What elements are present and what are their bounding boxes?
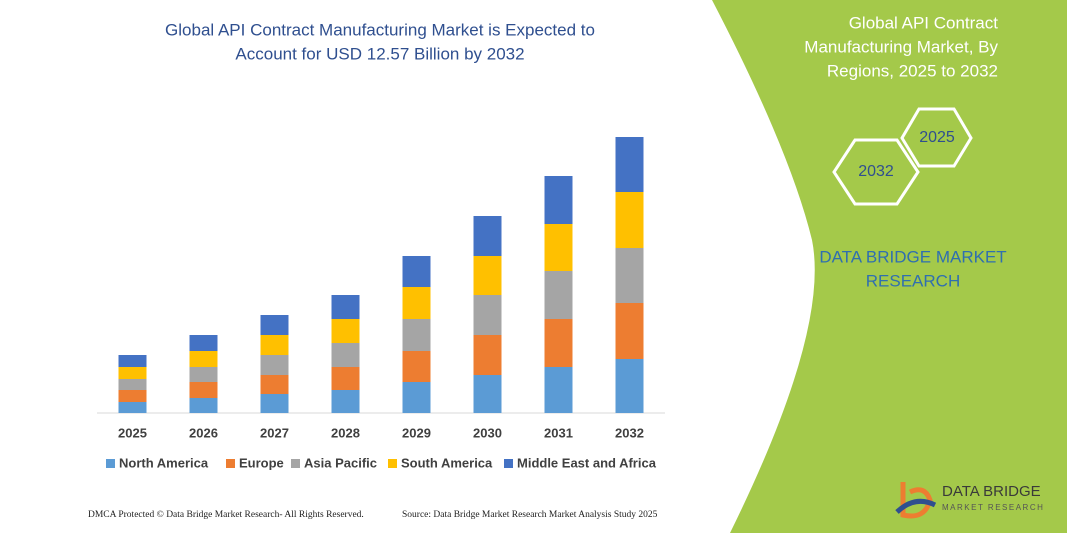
bar-segment xyxy=(331,367,360,390)
bar-segment xyxy=(189,335,218,351)
legend-swatch xyxy=(291,459,300,468)
bar-segment xyxy=(402,256,431,287)
bar-segment xyxy=(544,319,573,367)
legend-swatch xyxy=(106,459,115,468)
bar-segment xyxy=(189,382,218,398)
bar-segment xyxy=(331,343,360,367)
bar-segment xyxy=(473,335,502,375)
legend-swatch xyxy=(504,459,513,468)
bar-segment xyxy=(544,271,573,319)
hexagon xyxy=(900,107,973,168)
logo-name: DATA BRIDGE xyxy=(942,483,1041,500)
hexagon-label: 2025 xyxy=(919,129,955,146)
bar-segment xyxy=(118,379,147,390)
x-tick-label: 2026 xyxy=(189,425,218,440)
bar-segment xyxy=(260,394,289,413)
bar-segment xyxy=(118,367,147,379)
hexagon-label: 2032 xyxy=(858,163,894,180)
legend-label: North America xyxy=(119,455,209,470)
bar-segment xyxy=(544,224,573,271)
bar-segment xyxy=(118,355,147,367)
bar-segment xyxy=(615,248,644,303)
hexagon xyxy=(832,138,920,206)
bar-segment xyxy=(402,382,431,413)
legend-label: Asia Pacific xyxy=(304,455,377,470)
side-brand: DATA BRIDGE MARKET xyxy=(819,247,1006,266)
bar-segment xyxy=(260,335,289,355)
logo-mark xyxy=(900,482,933,519)
bar-segment xyxy=(331,319,360,343)
chart-title: Account for USD 12.57 Billion by 2032 xyxy=(235,44,524,63)
bar-segment xyxy=(473,375,502,413)
legend-label: Middle East and Africa xyxy=(517,455,657,470)
bar-segment xyxy=(402,287,431,319)
x-tick-label: 2030 xyxy=(473,425,502,440)
bar-segment xyxy=(473,256,502,295)
footer-right: Source: Data Bridge Market Research Mark… xyxy=(402,510,658,520)
footer-left: DMCA Protected © Data Bridge Market Rese… xyxy=(88,509,364,520)
bar-segment xyxy=(473,295,502,335)
bar-segment xyxy=(331,390,360,413)
bar-segment xyxy=(615,192,644,248)
logo-mark xyxy=(895,498,937,514)
legend-swatch xyxy=(226,459,235,468)
x-tick-label: 2028 xyxy=(331,425,360,440)
legend-label: Europe xyxy=(239,455,284,470)
side-panel-bg xyxy=(712,0,1067,533)
bar-segment xyxy=(118,390,147,402)
bar-segment xyxy=(260,375,289,394)
bar-segment xyxy=(260,355,289,375)
side-heading: Global API Contract xyxy=(849,13,999,32)
bar-segment xyxy=(402,319,431,351)
x-tick-label: 2029 xyxy=(402,425,431,440)
bar-segment xyxy=(189,367,218,382)
x-tick-label: 2025 xyxy=(118,425,147,440)
bar-segment xyxy=(544,176,573,224)
bar-segment xyxy=(615,137,644,192)
chart-title: Global API Contract Manufacturing Market… xyxy=(165,20,595,39)
side-heading: Manufacturing Market, By xyxy=(804,37,998,56)
bar-segment xyxy=(331,295,360,319)
bar-segment xyxy=(189,398,218,413)
bar-segment xyxy=(260,315,289,335)
x-tick-label: 2032 xyxy=(615,425,644,440)
bar-segment xyxy=(544,367,573,413)
bar-segment xyxy=(189,351,218,367)
legend-label: South America xyxy=(401,455,493,470)
logo-tagline: MARKET RESEARCH xyxy=(942,503,1044,512)
side-brand: RESEARCH xyxy=(866,271,960,290)
bar-segment xyxy=(473,216,502,256)
x-tick-label: 2031 xyxy=(544,425,573,440)
legend-swatch xyxy=(388,459,397,468)
bar-segment xyxy=(118,402,147,413)
bar-segment xyxy=(615,303,644,359)
bar-segment xyxy=(615,359,644,413)
x-tick-label: 2027 xyxy=(260,425,289,440)
side-heading: Regions, 2025 to 2032 xyxy=(827,61,998,80)
bar-segment xyxy=(402,351,431,382)
